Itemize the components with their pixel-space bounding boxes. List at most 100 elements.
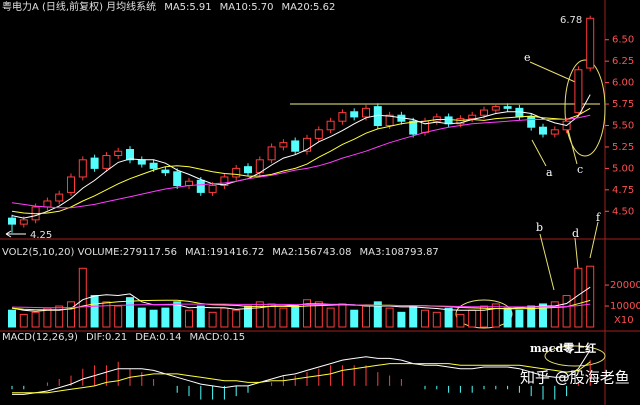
- volume-bar: [562, 295, 571, 328]
- y-tick-label: 5.00: [612, 163, 634, 174]
- ma-line: [12, 349, 591, 395]
- volume-bar: [432, 311, 441, 328]
- ma-line: [12, 361, 591, 394]
- highlight: [564, 59, 606, 157]
- volume-bar: [491, 303, 500, 328]
- volume-bar: [456, 313, 465, 328]
- volume-bar: [126, 297, 134, 328]
- ma-line: [11, 94, 591, 219]
- candle-body: [267, 146, 276, 161]
- volume-bar: [232, 309, 241, 328]
- ma-line: [11, 107, 591, 215]
- volume-bar: [196, 305, 205, 328]
- y-tick-label: 20000: [610, 280, 640, 291]
- volume-bar: [468, 309, 477, 328]
- candle-body: [409, 120, 418, 135]
- y-tick-label: 5.50: [612, 121, 634, 132]
- candle-body: [161, 169, 170, 174]
- legend-label: MA5:5.91: [164, 2, 211, 13]
- volume-bar: [480, 305, 488, 328]
- volume-bar: [185, 309, 193, 328]
- annotation: b: [536, 221, 543, 234]
- legend-label: MACD(12,26,9): [2, 332, 78, 343]
- y-tick-label: 6.50: [612, 35, 634, 46]
- volume-bar: [373, 301, 382, 328]
- volume-bar: [550, 301, 559, 328]
- volume-bar: [539, 303, 547, 328]
- volume-bar: [338, 303, 347, 328]
- volume-bar: [362, 305, 370, 328]
- volume-bar: [267, 303, 276, 328]
- ma-line: [11, 114, 591, 209]
- candle-body: [279, 142, 288, 148]
- annotation: f: [596, 211, 601, 224]
- volume-bar: [314, 301, 323, 328]
- candle-body: [244, 166, 252, 174]
- legend-label: MA1:191416.72: [185, 247, 264, 258]
- candle-body: [43, 200, 52, 208]
- volume-bar: [102, 301, 111, 328]
- candle-body: [314, 129, 323, 139]
- candle-body: [149, 162, 158, 169]
- y-tick-label: 4.50: [612, 206, 634, 217]
- candle-body: [137, 159, 146, 165]
- annotation: a: [546, 166, 553, 179]
- volume-bar: [255, 301, 264, 328]
- candle-body: [480, 109, 488, 116]
- volume-bar: [397, 311, 406, 328]
- candle-body: [102, 155, 111, 169]
- candle-body: [55, 193, 64, 202]
- candle-body: [456, 118, 465, 125]
- candle-body: [550, 129, 559, 135]
- volume-bar: [385, 307, 394, 328]
- ma-line: [11, 286, 591, 312]
- annotation: 4.25: [30, 230, 52, 241]
- legend-label: VOL2(5,10,20) VOLUME:279117.56: [2, 247, 177, 258]
- candle-body: [362, 107, 370, 118]
- volume-bar: [19, 313, 28, 328]
- candle-body: [574, 69, 583, 114]
- highlight: [544, 345, 606, 367]
- pointer: [531, 139, 547, 167]
- unit-label: X10: [614, 315, 634, 326]
- annotation: macd零上红: [530, 341, 596, 355]
- legend-label: 粤电力A (日线,前复权) 月均线系统: [2, 0, 156, 13]
- volume-bar: [114, 305, 123, 328]
- candle-body: [350, 111, 359, 118]
- candle-body: [338, 112, 347, 122]
- volume-bar: [137, 307, 146, 328]
- candle-body: [126, 149, 134, 161]
- candle-body: [196, 179, 205, 193]
- candle-body: [468, 114, 477, 120]
- legend-label: DIF:0.21: [86, 332, 127, 343]
- y-tick-label: 6.25: [612, 56, 634, 67]
- y-tick-label: 5.75: [612, 99, 634, 110]
- volume-bar: [90, 295, 99, 328]
- candle-body: [90, 157, 99, 169]
- candle-body: [8, 217, 16, 225]
- volume-bar: [527, 305, 536, 328]
- legend-label: MA10:5.70: [220, 2, 274, 13]
- volume-bar: [208, 311, 217, 328]
- candle-body: [385, 114, 394, 127]
- volume-bar: [350, 309, 359, 328]
- candle-body: [586, 17, 595, 69]
- candle-body: [527, 116, 536, 128]
- ma-line: [11, 299, 591, 311]
- candle-body: [232, 167, 241, 178]
- volume-bar: [67, 301, 75, 328]
- legend-label: DEA:0.14: [135, 332, 181, 343]
- legend-label: MACD:0.15: [190, 332, 246, 343]
- annotation: c: [577, 163, 583, 176]
- pointer: [539, 233, 555, 291]
- volume-bar: [220, 307, 229, 328]
- volume-bar: [503, 307, 512, 328]
- candle-body: [444, 116, 453, 125]
- volume-bar: [326, 307, 335, 328]
- volume-bar: [409, 305, 418, 328]
- candle-body: [114, 150, 123, 157]
- volume-bar: [8, 309, 16, 328]
- y-tick-label: 4.75: [612, 185, 634, 196]
- candle-body: [67, 176, 75, 193]
